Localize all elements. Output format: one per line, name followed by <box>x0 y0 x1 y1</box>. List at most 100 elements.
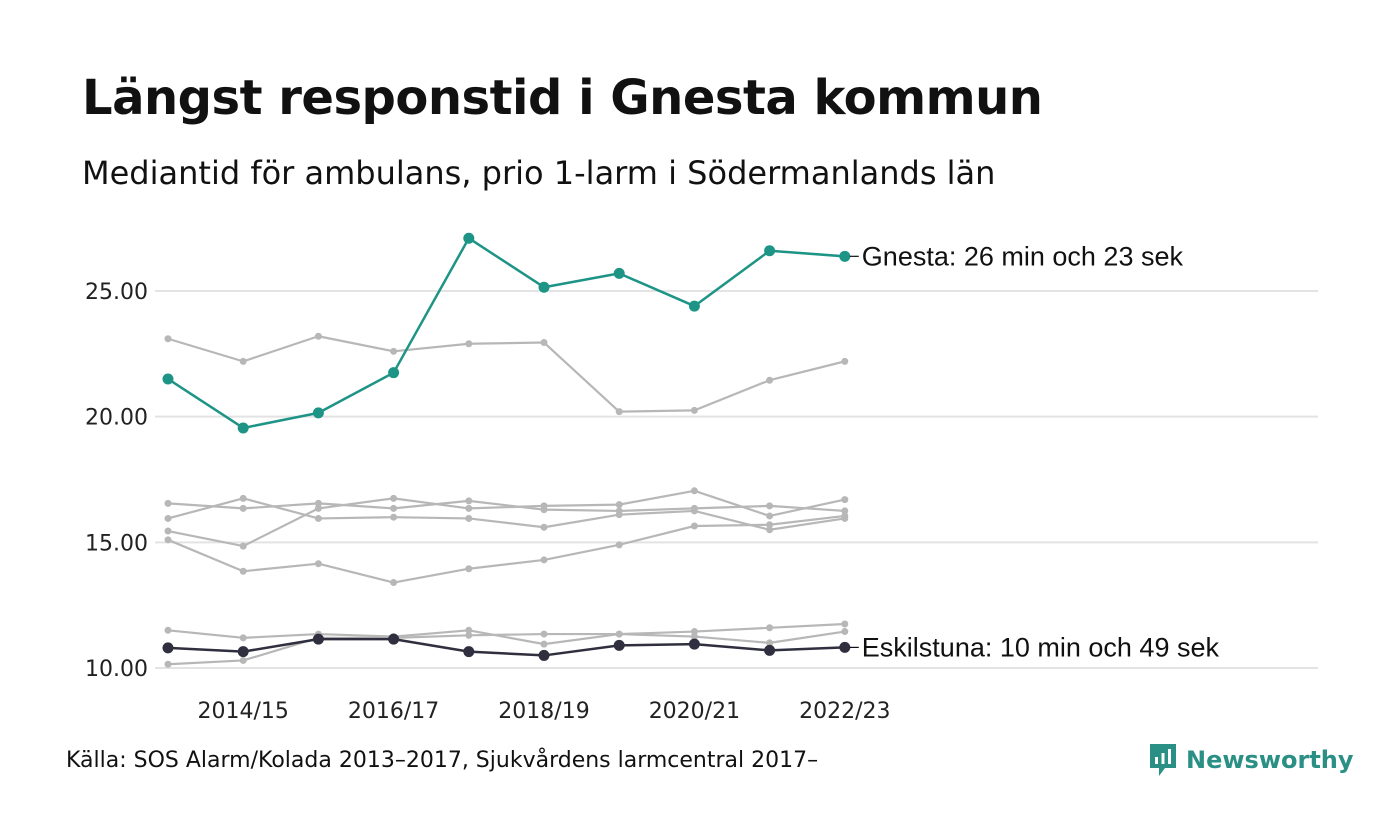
data-point <box>164 626 172 634</box>
data-point <box>314 499 322 507</box>
data-point <box>538 649 550 661</box>
data-point <box>312 407 324 419</box>
newsworthy-logo-icon <box>1150 744 1176 776</box>
data-point <box>766 376 774 384</box>
data-point <box>613 267 625 279</box>
series-line <box>167 622 845 666</box>
data-point <box>839 250 851 262</box>
data-point <box>239 567 247 575</box>
data-point <box>613 639 625 651</box>
data-point <box>465 626 473 634</box>
data-point <box>538 281 550 293</box>
series-line <box>167 489 846 548</box>
data-point <box>162 642 174 654</box>
data-point <box>690 406 698 414</box>
data-point <box>388 367 400 379</box>
data-point <box>766 521 774 529</box>
data-point <box>314 514 322 522</box>
data-point <box>839 641 851 653</box>
data-point <box>463 646 475 658</box>
data-point <box>764 245 776 257</box>
data-point <box>841 507 849 515</box>
data-point <box>239 357 247 365</box>
data-point <box>690 522 698 530</box>
x-tick-label: 2020/21 <box>649 699 740 724</box>
data-point <box>239 634 247 642</box>
data-point <box>465 514 473 522</box>
data-point <box>841 628 849 636</box>
series-line <box>167 236 845 430</box>
series-end-label: Eskilstuna: 10 min och 49 sek <box>862 632 1220 662</box>
data-point <box>164 514 172 522</box>
y-tick-label: 25.00 <box>85 280 148 305</box>
data-point <box>388 633 400 645</box>
data-point <box>688 638 700 650</box>
data-point <box>390 494 398 502</box>
data-point <box>841 620 849 628</box>
data-point <box>164 335 172 343</box>
data-point <box>540 523 548 531</box>
x-tick-label: 2014/15 <box>197 699 288 724</box>
data-point <box>314 504 322 512</box>
series-municipality-4 <box>164 512 849 587</box>
data-point <box>239 656 247 664</box>
data-point <box>690 507 698 515</box>
series-gnesta <box>162 232 851 434</box>
brand-logo: Newsworthy <box>1148 742 1354 778</box>
series-municipality-6 <box>164 620 849 668</box>
data-point <box>390 513 398 521</box>
data-point <box>540 630 548 638</box>
data-point <box>239 504 247 512</box>
data-point <box>465 340 473 348</box>
series-line <box>167 629 845 646</box>
data-point <box>312 633 324 645</box>
x-tick-label: 2018/19 <box>498 699 589 724</box>
data-point <box>615 501 623 509</box>
data-point <box>764 644 776 656</box>
data-point <box>766 639 774 647</box>
x-axis-tick-labels: 2014/15 2016/17 2018/19 2020/21 2022/23 <box>197 699 890 724</box>
data-point <box>540 640 548 648</box>
data-point <box>465 504 473 512</box>
data-point <box>390 504 398 512</box>
data-point <box>841 496 849 504</box>
data-point <box>465 565 473 573</box>
data-point <box>690 487 698 495</box>
series-eskilstuna <box>162 633 851 661</box>
y-tick-label: 15.00 <box>85 531 148 556</box>
y-axis-tick-labels: 10.00 15.00 20.00 25.00 <box>85 280 148 682</box>
data-point <box>237 422 249 434</box>
y-tick-label: 20.00 <box>85 406 148 431</box>
series-line <box>167 335 846 413</box>
series-municipality-1 <box>164 497 849 515</box>
x-tick-label: 2016/17 <box>348 699 439 724</box>
data-point <box>239 542 247 550</box>
data-point <box>390 347 398 355</box>
data-point <box>314 560 322 568</box>
data-point <box>463 232 475 244</box>
series-end-label: Gnesta: 26 min och 23 sek <box>862 241 1184 271</box>
data-point <box>164 499 172 507</box>
data-point <box>540 502 548 510</box>
y-tick-label: 10.00 <box>85 657 148 682</box>
series-line <box>167 514 845 584</box>
data-point <box>615 541 623 549</box>
series-municipality-2 <box>164 494 849 534</box>
series-municipality-3 <box>164 487 849 550</box>
grid-lines <box>155 290 1318 669</box>
series-municipality-0 <box>164 332 849 416</box>
data-point <box>766 526 774 534</box>
data-point <box>540 556 548 564</box>
series-end-labels: Eskilstuna: 10 min och 49 sek Gnesta: 26 … <box>849 241 1220 662</box>
brand-name: Newsworthy <box>1186 746 1354 774</box>
data-point <box>390 579 398 587</box>
series-line <box>167 497 845 531</box>
x-tick-label: 2022/23 <box>799 699 890 724</box>
data-point <box>162 373 174 385</box>
chart-subtitle: Mediantid för ambulans, prio 1-larm i Sö… <box>82 154 996 192</box>
data-point <box>540 339 548 347</box>
data-point <box>164 660 172 668</box>
data-point <box>314 332 322 340</box>
data-point <box>690 628 698 636</box>
